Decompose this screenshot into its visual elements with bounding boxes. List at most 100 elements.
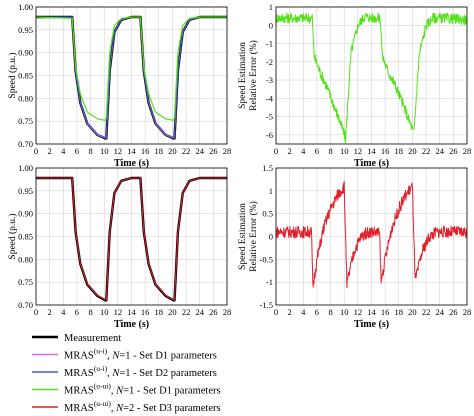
x-tick-label: 4 [301,307,306,317]
y-tick-label: 0 [269,232,273,242]
legend-label: MRAS(u-i), N=1 - Set D1 parameters [64,347,217,362]
x-tick-label: 12 [354,146,363,156]
y-axis-label: Speed (p.u.) [7,52,18,98]
x-tick-label: 10 [340,307,349,317]
x-tick-label: 4 [61,146,66,156]
x-tick-label: 18 [395,146,404,156]
x-tick-label: 28 [223,307,232,317]
y-tick-label: 0.75 [18,116,33,126]
x-tick-label: 18 [155,307,164,317]
y-tick-label: 0.85 [18,71,33,81]
y-tick-label: 0.70 [18,300,33,310]
x-tick-label: 6 [75,146,79,156]
x-tick-label: 6 [315,146,319,156]
y-tick-label: 1.00 [18,2,33,12]
x-tick-label: 16 [381,146,390,156]
x-tick-label: 18 [155,146,164,156]
y-tick-label: 0.90 [18,209,33,219]
x-tick-label: 6 [315,307,319,317]
x-tick-label: 0 [274,146,278,156]
x-tick-label: 14 [367,146,376,156]
y-axis-label: Relative Error (%) [248,40,259,111]
x-tick-label: 20 [168,307,177,317]
plot-frame [35,6,228,145]
x-tick-label: 8 [328,146,332,156]
legend-label: MRAS(u-ui), N=2 - Set D3 parameters [64,399,221,414]
x-tick-label: 28 [463,146,472,156]
x-tick-label: 0 [34,146,38,156]
error-chart-top: 0 2 4 6 8 10 12 14 16 18 20 22 24 26 2810-1-2-3-4-5-6T… [238,2,471,169]
x-tick-label: 16 [141,307,150,317]
x-tick-label: 14 [127,307,136,317]
legend-label: MRAS(u-i), N=1 - Set D2 parameters [64,364,217,379]
x-tick-label: 24 [435,146,444,156]
x-tick-label: 26 [449,146,458,156]
series-line [276,12,467,144]
x-tick-label: 8 [88,146,92,156]
series-line [36,16,227,121]
x-tick-label: 16 [381,307,390,317]
y-tick-label: 1.00 [18,163,33,173]
x-axis-label: Time (s) [114,158,149,169]
y-axis-label: Speed Estimation [238,42,248,109]
x-tick-label: 2 [48,307,52,317]
y-tick-label: 0.85 [18,232,33,242]
x-tick-label: 8 [328,307,332,317]
x-tick-label: 24 [195,146,204,156]
y-axis-label: Speed Estimation [238,203,248,270]
y-axis-label: Relative Error (%) [248,201,259,272]
y-tick-label: 0.70 [18,139,33,149]
legend-label: Measurement [64,333,121,344]
x-tick-label: 26 [209,307,218,317]
y-tick-label: 1 [269,186,273,196]
x-tick-label: 18 [395,307,404,317]
x-tick-label: 22 [182,146,191,156]
y-tick-label: 0.75 [18,277,33,287]
x-tick-label: 10 [100,307,109,317]
x-tick-label: 12 [114,307,123,317]
x-tick-label: 12 [114,146,123,156]
x-tick-label: 2 [288,307,292,317]
x-tick-label: 26 [449,307,458,317]
x-tick-label: 14 [127,146,136,156]
y-tick-label: 0.80 [18,93,33,103]
series-line [276,181,467,289]
x-tick-label: 14 [367,307,376,317]
x-axis-label: Time (s) [354,319,389,330]
y-tick-label: 0.5 [262,209,273,219]
y-tick-label: -6 [266,130,273,140]
x-tick-label: 22 [422,307,431,317]
x-tick-label: 6 [75,307,79,317]
x-tick-label: 10 [100,146,109,156]
x-tick-label: 26 [209,146,218,156]
plot-frame [275,167,468,306]
x-tick-label: 20 [408,146,417,156]
error-chart-bottom: 0 2 4 6 8 10 12 14 16 18 20 22 24 26 281.510.50-0.5-1-… [238,163,471,330]
x-tick-label: 16 [141,146,150,156]
x-tick-label: 20 [168,146,177,156]
y-tick-label: 1 [269,2,273,12]
y-tick-label: 0.80 [18,254,33,264]
legend: Measurement MRAS(u-i), N=1 - Set D1 param… [32,333,221,414]
y-tick-label: 0 [269,20,273,30]
x-axis-label: Time (s) [354,158,389,169]
x-tick-label: 4 [61,307,66,317]
x-tick-label: 22 [182,307,191,317]
y-tick-label: -4 [266,93,274,103]
y-tick-label: 0.95 [18,25,33,35]
x-tick-label: 28 [463,307,472,317]
x-tick-label: 20 [408,307,417,317]
speed-chart-bottom: 0 2 4 6 8 10 12 14 16 18 20 22 24 26 280.700.750.800.8… [7,163,231,330]
y-tick-label: -1 [266,277,273,287]
speed-chart-top: 0 2 4 6 8 10 12 14 16 18 20 22 24 26 280.700.750.800.8… [7,2,231,169]
x-tick-label: 24 [435,307,444,317]
y-tick-label: -2 [266,57,273,67]
x-tick-label: 0 [274,307,278,317]
y-tick-label: -3 [266,75,273,85]
x-tick-label: 12 [354,307,363,317]
y-tick-label: -1 [266,39,273,49]
y-tick-label: -5 [266,112,273,122]
plot-frame [35,167,228,306]
x-tick-label: 2 [48,146,52,156]
